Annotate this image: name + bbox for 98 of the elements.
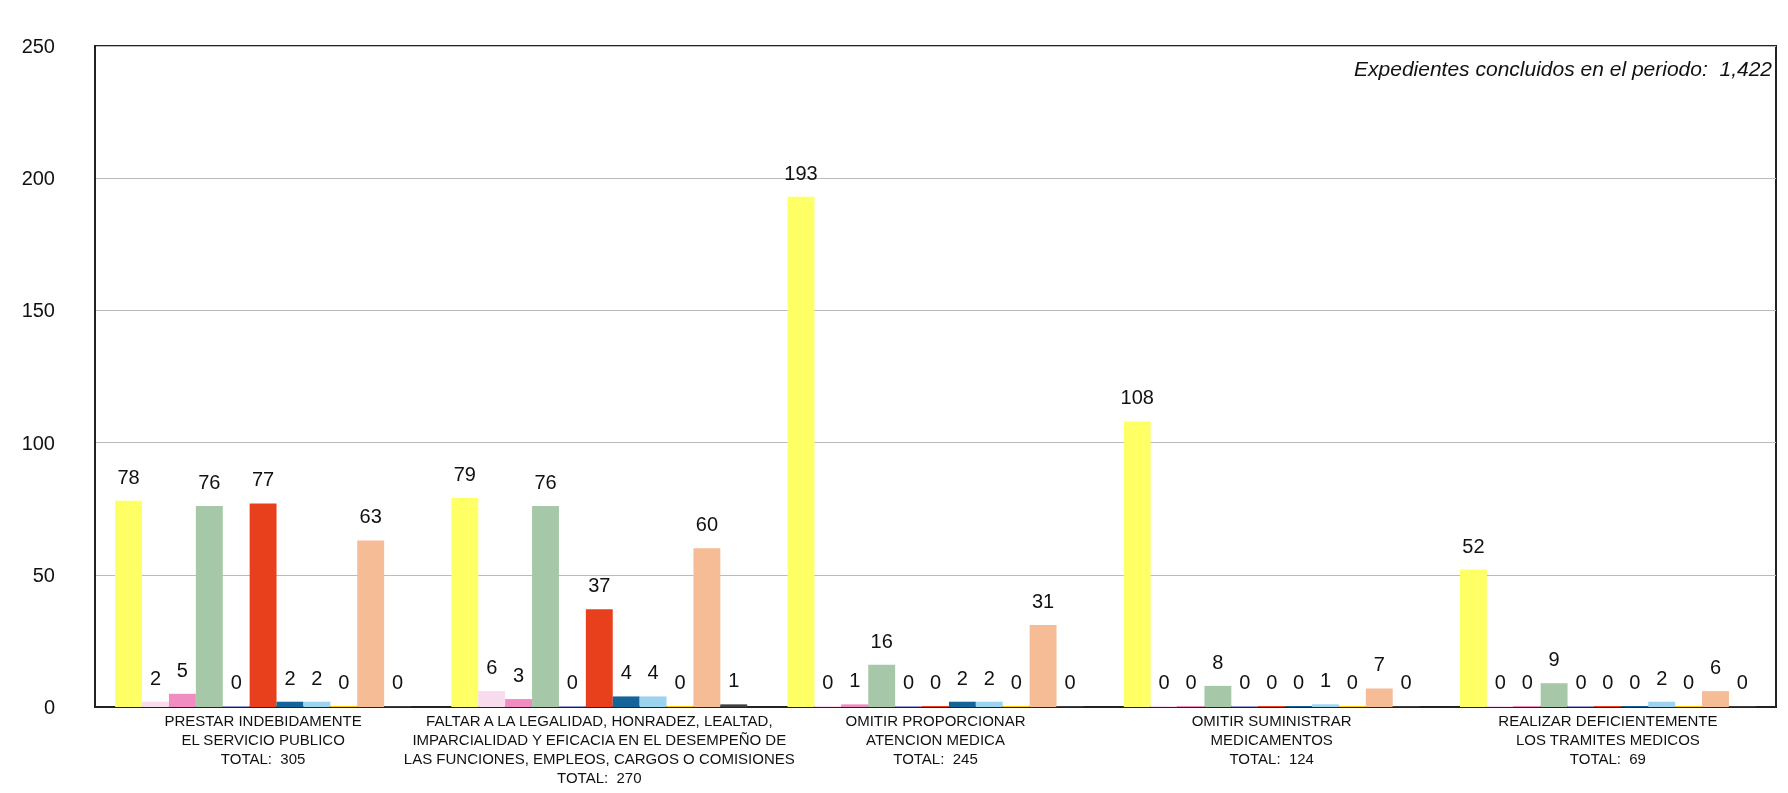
bar	[1459, 569, 1487, 707]
bar	[357, 540, 385, 707]
data-label: 0	[1683, 671, 1695, 693]
data-label: 77	[251, 468, 275, 491]
data-label: 1	[1319, 669, 1332, 692]
x-tick-label: OMITIR PROPORCIONAR ATENCION MEDICA TOTAL: 245	[845, 712, 1026, 767]
data-label: 0	[1521, 671, 1533, 693]
y-tick-label: 150	[21, 299, 55, 322]
bar	[585, 609, 613, 707]
bar	[1365, 688, 1393, 707]
data-label: 60	[695, 513, 719, 536]
data-label: 4	[647, 661, 659, 684]
data-label: 0	[1239, 671, 1251, 693]
bar	[451, 498, 479, 707]
data-label: 0	[903, 671, 915, 693]
bar	[1702, 691, 1729, 707]
data-label: 76	[534, 471, 557, 494]
data-label: 0	[1629, 671, 1641, 693]
bar	[478, 691, 506, 707]
data-label: 2	[311, 666, 323, 689]
data-label: 0	[1494, 671, 1506, 693]
data-label: 108	[1120, 386, 1154, 409]
bar	[639, 696, 667, 707]
data-label: 0	[1575, 671, 1587, 693]
data-label: 9	[1548, 648, 1560, 671]
data-label: 2	[284, 666, 296, 689]
data-label: 0	[1158, 671, 1170, 693]
data-label: 8	[1212, 650, 1224, 673]
data-label: 16	[870, 629, 893, 652]
data-label: 1	[728, 669, 740, 692]
annotation: Expedientes concluidos en el periodo: 1,422	[1354, 57, 1773, 80]
bar	[1540, 683, 1568, 707]
data-label: 7	[1373, 653, 1385, 676]
data-label: 63	[359, 505, 382, 528]
bar	[1312, 704, 1339, 707]
data-label: 78	[117, 465, 140, 488]
data-label: 52	[1462, 534, 1485, 557]
bar	[303, 701, 331, 707]
x-tick-label: OMITIR SUMINISTRAR MEDICAMENTOS TOTAL: 124	[1191, 712, 1352, 767]
data-label: 0	[338, 671, 350, 693]
y-tick-label: 250	[21, 35, 55, 57]
data-label: 3	[513, 664, 525, 687]
bar	[1204, 685, 1232, 707]
bar	[612, 696, 640, 707]
data-label: 0	[1185, 671, 1197, 693]
x-tick-label: PRESTAR INDEBIDAMENTE EL SERVICIO PUBLICO TOTAL: 305	[164, 712, 362, 767]
bar	[868, 664, 896, 707]
bar	[841, 704, 869, 707]
data-label: 0	[822, 671, 834, 693]
bar	[948, 701, 976, 707]
data-label: 0	[230, 671, 242, 693]
bar	[787, 196, 815, 707]
data-label: 2	[149, 666, 162, 689]
data-label: 37	[588, 574, 611, 597]
bar	[276, 701, 304, 707]
data-label: 0	[1602, 671, 1614, 693]
bar	[975, 701, 1003, 707]
data-label: 0	[1736, 671, 1748, 693]
bar	[1648, 701, 1676, 707]
data-label: 0	[929, 671, 942, 693]
data-label: 5	[176, 658, 188, 681]
bar	[693, 548, 721, 707]
data-label: 0	[1010, 671, 1022, 693]
data-label: 76	[198, 471, 221, 494]
data-label: 0	[674, 671, 686, 693]
data-label: 0	[1400, 671, 1412, 693]
y-tick-label: 0	[43, 696, 55, 718]
bar	[115, 500, 143, 707]
bar	[195, 506, 223, 707]
data-label: 31	[1031, 590, 1055, 613]
y-tick-label: 50	[32, 563, 55, 586]
bar	[532, 506, 559, 707]
bar	[505, 699, 533, 707]
data-label: 2	[983, 666, 995, 689]
bar	[142, 701, 169, 707]
data-label: 0	[1266, 671, 1278, 693]
bar	[249, 503, 277, 707]
data-label: 79	[453, 463, 476, 486]
bar	[720, 704, 748, 707]
bar	[1029, 625, 1057, 707]
data-label: 0	[1346, 671, 1358, 693]
data-label: 4	[620, 661, 632, 684]
data-label: 2	[1656, 666, 1668, 689]
x-tick-label: FALTAR A LA LEGALIDAD, HONRADEZ, LEALTAD, IMPARCIALIDAD Y EFICACIA EN EL DESEMPEÑO DE LAS FUNCIONES, EMPLEOS, CARGOS O COMISIONES TOTAL: 270	[403, 712, 795, 786]
bar	[168, 693, 196, 707]
data-label: 6	[1709, 656, 1722, 679]
x-tick-label: REALIZAR DEFICIENTEMENTE LOS TRAMITES MEDICOS TOTAL: 69	[1498, 712, 1718, 767]
y-tick-label: 100	[21, 431, 55, 454]
data-label: 2	[956, 666, 968, 689]
y-tick-label: 200	[21, 167, 55, 190]
data-label: 0	[392, 671, 404, 693]
data-label: 0	[1064, 671, 1076, 693]
data-label: 1	[849, 669, 861, 692]
data-label: 6	[486, 656, 498, 679]
data-label: 193	[784, 161, 818, 184]
data-label: 0	[566, 671, 578, 693]
data-label: 0	[1293, 671, 1305, 693]
bar	[1123, 421, 1151, 707]
